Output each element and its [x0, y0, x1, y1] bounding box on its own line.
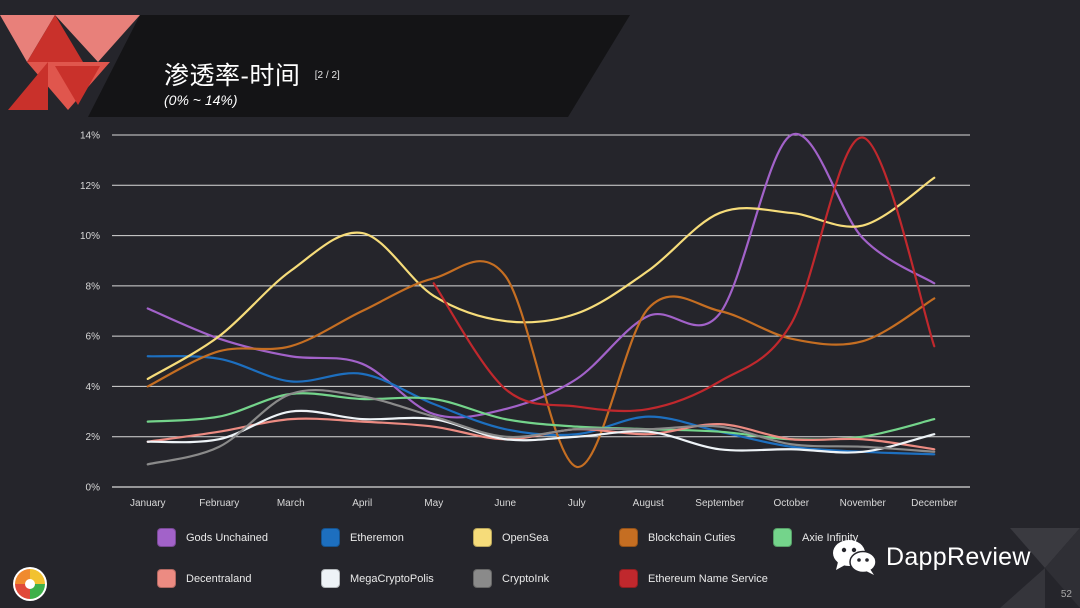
triangle-tile-6 [55, 66, 100, 105]
legend-swatch [473, 569, 492, 588]
legend-swatch [619, 569, 638, 588]
x-tick-label: February [199, 498, 239, 509]
series-line-blockchain-cuties [146, 260, 936, 468]
grid [112, 134, 970, 488]
legend-item-opensea: OpenSea [473, 528, 548, 547]
wechat-icon [833, 540, 877, 575]
legend-swatch [157, 528, 176, 547]
title-block: 渗透率-时间 [2 / 2] [164, 56, 340, 92]
legend-item-cryptoink: CryptoInk [473, 569, 549, 588]
legend-item-decentraland: Decentraland [157, 569, 251, 588]
series-line-axie-infinity [146, 392, 936, 441]
legend-swatch [321, 528, 340, 547]
legend-label: Blockchain Cuties [648, 531, 736, 544]
x-tick-label: January [130, 498, 166, 509]
triangle-logo [0, 15, 140, 110]
legend-item-blockchain-cuties: Blockchain Cuties [619, 528, 735, 547]
dappreview-logo-icon [13, 567, 47, 601]
series-line-ethereum-name-service [432, 136, 936, 413]
y-tick-label: 8% [86, 281, 101, 292]
triangle-tile-1 [0, 15, 55, 62]
page-subtitle: (0% ~ 14%) [164, 92, 238, 108]
legend-swatch [321, 569, 340, 588]
x-tick-label: April [352, 498, 372, 509]
title-banner [88, 15, 630, 117]
x-tick-label: July [568, 498, 586, 509]
series-lines [146, 132, 936, 468]
brand-name: DappReview [886, 542, 1031, 571]
y-tick-label: 12% [80, 181, 100, 192]
legend-item-gods-unchained: Gods Unchained [157, 528, 268, 547]
y-tick-label: 10% [80, 231, 100, 242]
triangle-tile-5 [8, 62, 48, 110]
legend-swatch [773, 528, 792, 547]
legend-item-megacryptopolis: MegaCryptoPolis [321, 569, 434, 588]
triangle-tile-2 [27, 15, 83, 62]
y-tick-label: 2% [86, 432, 101, 443]
y-tick-label: 14% [80, 131, 100, 142]
x-tick-labels: January February March April May June July Augu… [130, 498, 958, 509]
legend-swatch [619, 528, 638, 547]
legend-label: MegaCryptoPolis [350, 572, 434, 585]
legend-item-etheremon: Etheremon [321, 528, 404, 547]
x-tick-label: May [424, 498, 443, 509]
legend-label: OpenSea [502, 531, 549, 544]
x-tick-label: November [840, 498, 887, 509]
legend-label: Etheremon [350, 531, 404, 544]
legend-label: Decentraland [186, 572, 252, 585]
page-indicator: [2 / 2] [314, 70, 340, 81]
legend-swatch [157, 569, 176, 588]
legend-label: Gods Unchained [186, 531, 268, 544]
series-line-cryptoink [146, 388, 936, 466]
x-tick-label: September [695, 498, 745, 509]
corner-decoration [1000, 528, 1080, 608]
brand-watermark: DappReview [832, 538, 1031, 576]
line-chart: 0% 2% 4% 6% 8% 10% 12% 14% January February March… [80, 131, 970, 509]
y-tick-labels: 0% 2% 4% 6% 8% 10% 12% 14% [80, 131, 100, 494]
legend-label: CryptoInk [502, 572, 550, 585]
legend-label: Ethereum Name Service [648, 572, 768, 585]
series-line-megacryptopolis [146, 409, 936, 454]
legend-item-axie-infinity: Axie Infinity [773, 528, 858, 547]
x-tick-label: March [277, 498, 305, 509]
series-line-opensea [146, 176, 936, 380]
x-tick-label: December [911, 498, 958, 509]
legend-item-ethereum-name-service: Ethereum Name Service [619, 569, 768, 588]
y-tick-label: 6% [86, 332, 101, 343]
y-tick-label: 0% [86, 483, 101, 494]
series-line-gods-unchained [146, 132, 936, 419]
y-tick-label: 4% [86, 382, 101, 393]
legend-swatch [473, 528, 492, 547]
legend-label: Axie Infinity [802, 531, 859, 544]
x-tick-label: August [633, 498, 664, 509]
x-tick-label: October [773, 498, 809, 509]
page-number: 52 [1060, 589, 1072, 600]
page-title: 渗透率-时间 [164, 62, 301, 90]
x-tick-label: June [494, 498, 516, 509]
triangle-tile-3 [55, 15, 140, 62]
